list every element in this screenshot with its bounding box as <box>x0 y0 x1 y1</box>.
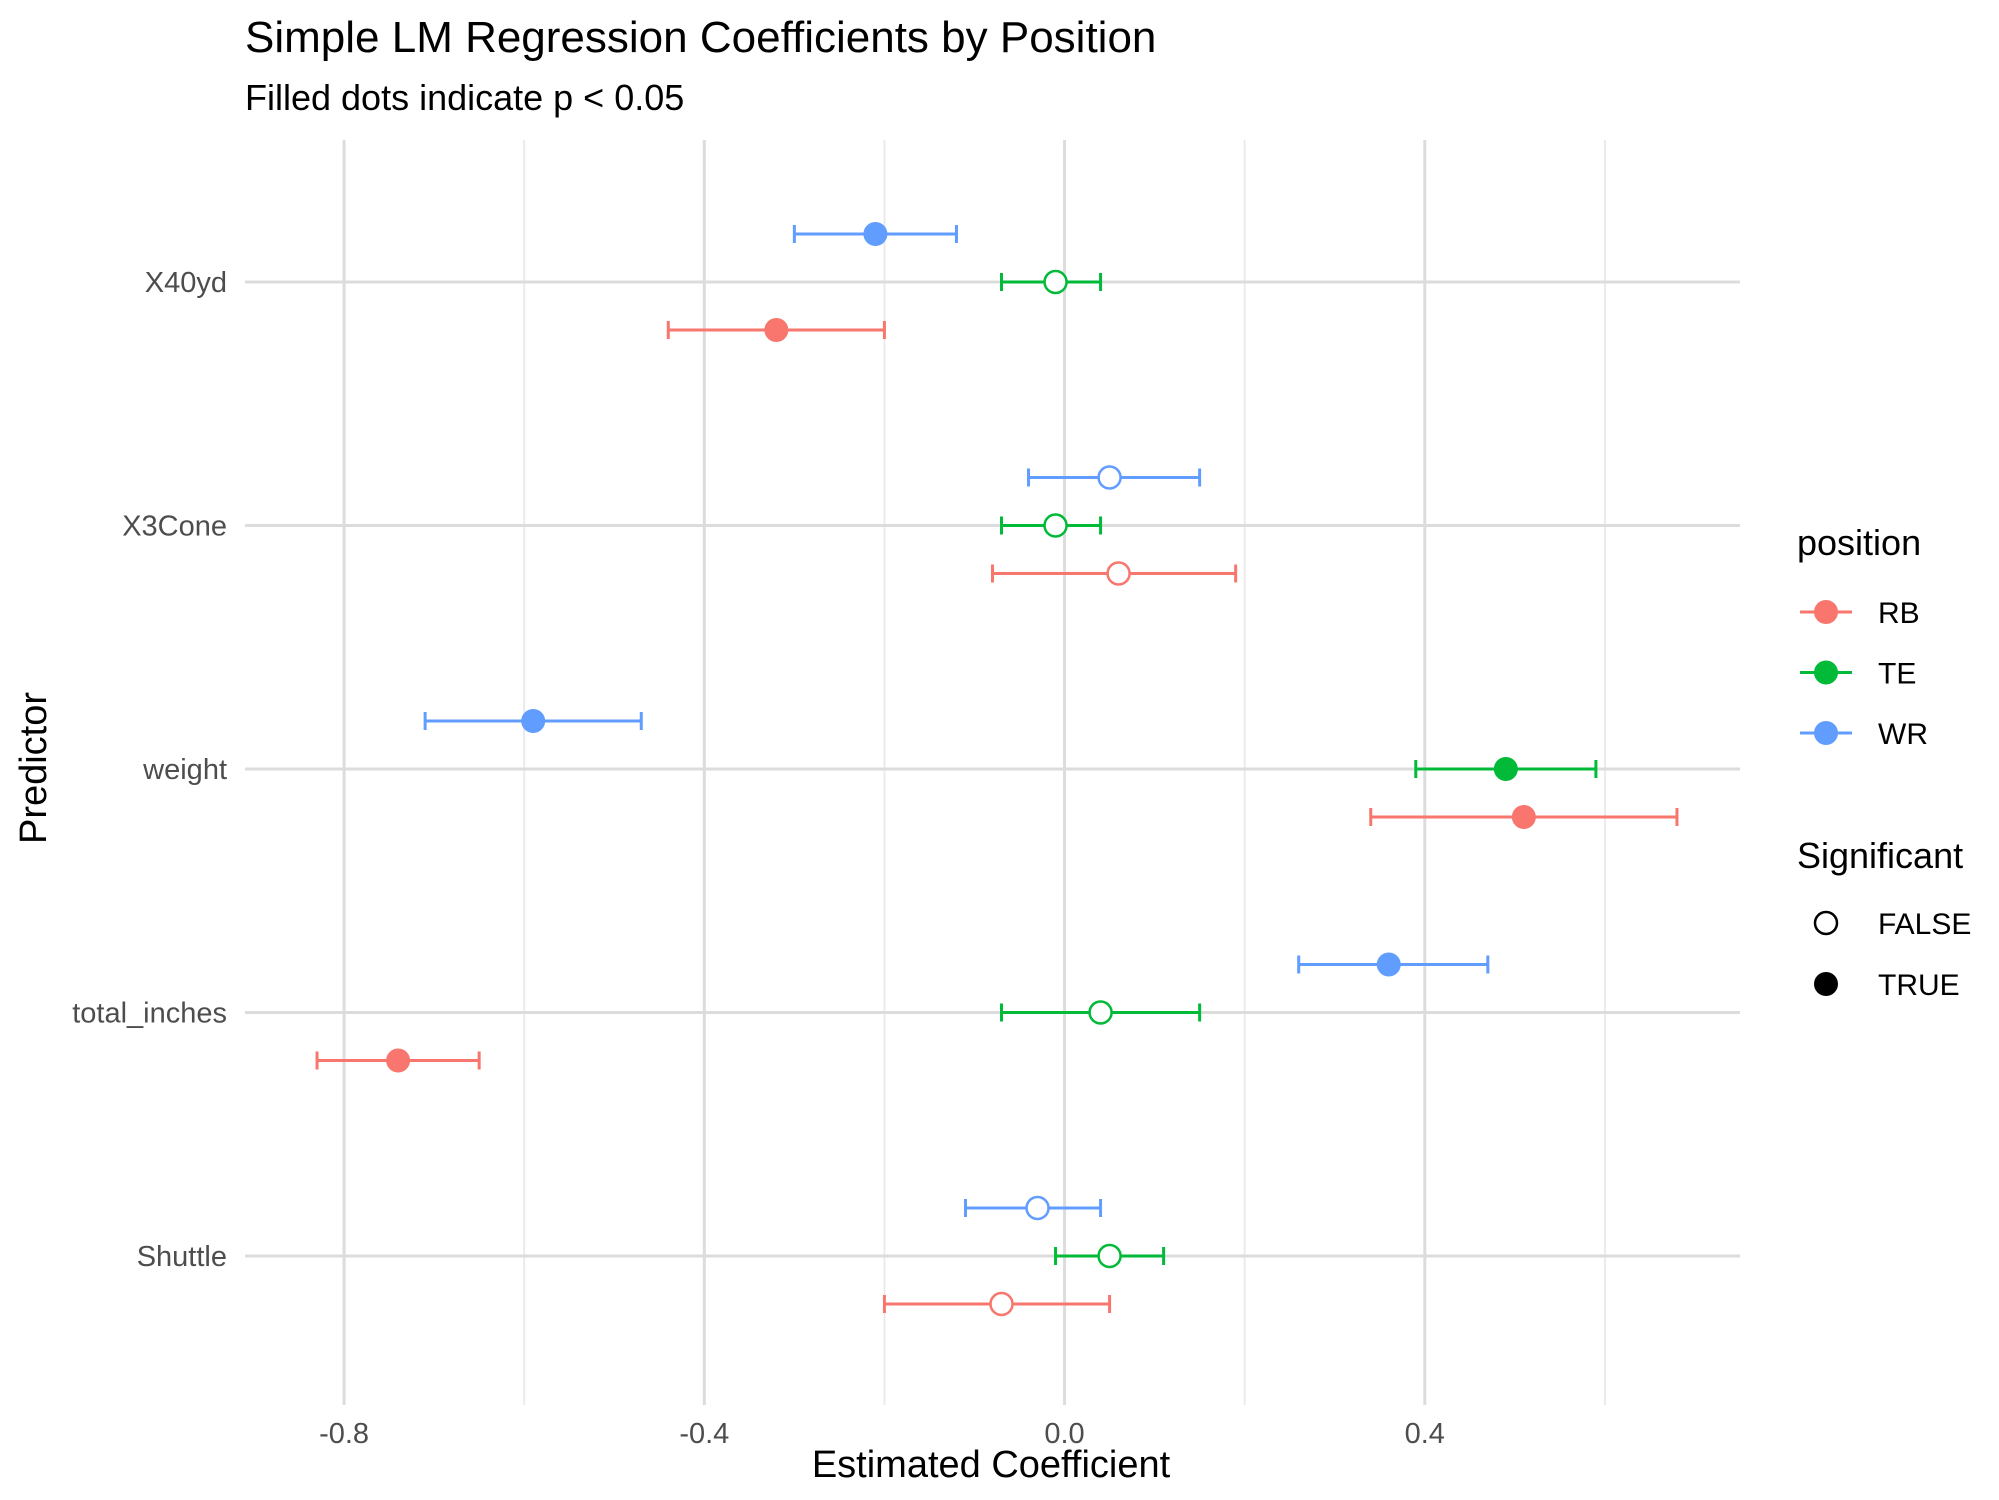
chart-subtitle: Filled dots indicate p < 0.05 <box>245 77 684 118</box>
legend-label: RB <box>1878 597 1920 630</box>
coef-WR-X3Cone <box>1027 465 1202 490</box>
x-tick-label: 0.4 <box>1405 1418 1445 1450</box>
legend-position-title: position <box>1797 522 1921 563</box>
point-not-significant <box>1043 269 1068 295</box>
y-tick-label: weight <box>142 754 227 786</box>
y-tick-label: total_inches <box>72 998 227 1030</box>
x-tick-label: -0.8 <box>319 1418 369 1450</box>
point-not-significant <box>1043 513 1068 538</box>
legend: position RB TE WR Significant FALSE TRUE <box>1797 522 1971 1002</box>
coef-TE-X40yd <box>1000 269 1103 295</box>
point-significant <box>1511 805 1536 829</box>
point-not-significant <box>1088 1000 1113 1025</box>
legend-significance-keys: FALSE TRUE <box>1813 908 1971 1002</box>
coef-RB-X3Cone <box>991 561 1238 586</box>
legend-key-TE: TE <box>1800 658 1916 691</box>
gridlines <box>245 140 1740 1405</box>
coef-RB-X40yd <box>666 318 886 342</box>
y-tick-label: Shuttle <box>137 1241 227 1273</box>
legend-label: TE <box>1878 658 1916 691</box>
point-not-significant <box>1097 1243 1122 1269</box>
x-tick-label: -0.4 <box>679 1418 729 1450</box>
data-marks <box>315 222 1679 1317</box>
legend-label: TRUE <box>1878 969 1960 1002</box>
point-not-significant <box>1097 465 1122 490</box>
coef-TE-weight <box>1414 757 1598 781</box>
y-tick-labels: X40yd X3Cone weight total_inches Shuttle <box>72 267 227 1273</box>
legend-key-RB: RB <box>1800 597 1920 630</box>
coef-TE-total_inches <box>1000 1000 1202 1025</box>
legend-key-FALSE: FALSE <box>1813 908 1971 941</box>
y-axis-title: Predictor <box>13 692 55 844</box>
coef-TE-X3Cone <box>1000 513 1103 538</box>
point-significant <box>1376 952 1401 977</box>
legend-label: WR <box>1878 718 1928 751</box>
chart-title: Simple LM Regression Coefficients by Pos… <box>245 13 1156 62</box>
point-significant <box>1493 757 1518 781</box>
x-tick-label: 0.0 <box>1044 1418 1084 1450</box>
legend-label: FALSE <box>1878 908 1971 941</box>
point-not-significant <box>1025 1195 1050 1221</box>
legend-key-dot <box>1814 600 1838 624</box>
legend-key-dot <box>1814 721 1838 745</box>
point-significant <box>386 1048 411 1073</box>
coef-TE-Shuttle <box>1054 1243 1166 1269</box>
point-not-significant <box>1106 561 1131 586</box>
legend-position-keys: RB TE WR <box>1800 597 1928 751</box>
x-axis-title: Estimated Coefficient <box>812 1444 1171 1486</box>
legend-key-TRUE: TRUE <box>1814 969 1960 1002</box>
coef-RB-Shuttle <box>882 1291 1112 1317</box>
point-not-significant <box>989 1291 1014 1317</box>
point-significant <box>521 709 546 733</box>
point-significant <box>764 318 789 342</box>
x-tick-labels: -0.8 -0.4 0.0 0.4 <box>319 1418 1445 1450</box>
y-tick-label: X40yd <box>145 267 227 299</box>
legend-key-WR: WR <box>1800 718 1928 751</box>
point-significant <box>863 222 888 246</box>
y-tick-label: X3Cone <box>122 511 227 543</box>
coef-RB-weight <box>1369 805 1679 829</box>
coef-WR-weight <box>423 709 643 733</box>
coef-WR-total_inches <box>1297 952 1490 977</box>
coef-WR-X40yd <box>792 222 958 246</box>
legend-significant-title: Significant <box>1797 835 1963 876</box>
coef-RB-total_inches <box>315 1048 481 1073</box>
legend-key-dot <box>1814 660 1838 685</box>
legend-filled-dot <box>1814 972 1838 996</box>
coef-WR-Shuttle <box>963 1195 1103 1221</box>
legend-open-dot <box>1813 910 1839 936</box>
